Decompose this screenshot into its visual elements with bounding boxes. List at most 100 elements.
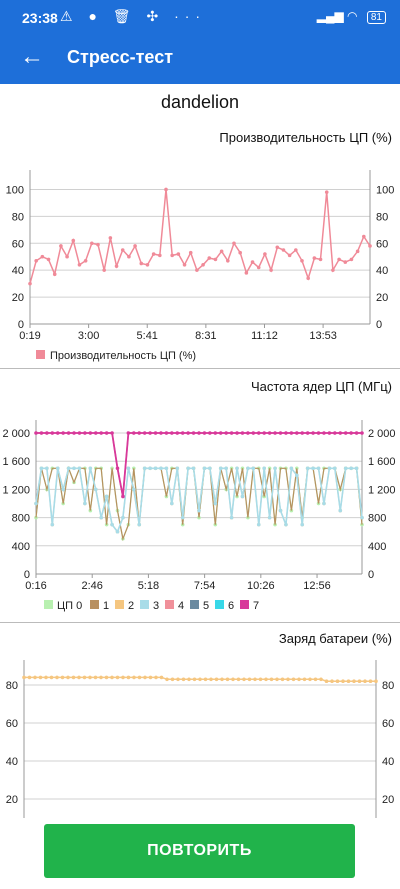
battery-series-point [126,675,131,680]
cpu7-series-point [164,431,169,435]
battery-series-point [302,677,307,682]
cpu7-series-point [316,431,321,435]
battery-series-point [27,675,32,680]
cpu3-series-point [300,522,305,527]
battery-series-point [93,675,98,680]
cpu3-series-point [197,508,201,513]
y-tick-label: 20 [12,292,24,304]
battery-series-point [132,675,136,680]
cpu-perf-series-point [355,249,360,254]
cpu3-series [35,466,363,534]
cpu3-series-point [316,466,321,471]
cpu-perf-series-point [226,258,230,263]
battery-series-point [247,677,252,682]
battery-series-point [121,675,125,680]
battery-series-point [38,675,43,680]
cpu-perf-series-point [151,252,156,256]
battery-series-point [77,675,81,680]
battery-series-point [242,677,246,682]
battery-series-point [55,675,59,680]
battery-series-point [44,675,48,680]
cpu7-series-point [126,431,131,435]
battery-series-point [143,675,147,680]
cpu-perf-series-point [188,250,193,255]
cpu-perf-series-point [182,263,187,267]
divider [0,622,400,623]
cpu3-series-point [262,466,267,471]
y-tick-label-right: 40 [382,756,394,768]
cpu-perf-series-point [145,263,150,267]
y-tick-label-right: 40 [376,265,388,277]
x-tick-label: 0:19 [19,330,40,342]
cpu-perf-series-point [127,254,131,259]
cpu3-series-point [34,501,38,506]
cpu4-series [36,432,362,497]
wifi-icon: ◠ [347,9,358,23]
cpu-perf-series [29,189,371,284]
cpu3-series-point [66,466,71,471]
x-tick-label: 2:46 [81,580,102,592]
y-tick-label: 40 [12,265,24,277]
cpu-perf-series-point [343,260,348,264]
cpu-perf-series-point [368,244,372,248]
battery-series-point [71,675,76,680]
cpu3-series-point [256,522,261,527]
battery-series-point [297,677,301,682]
cpu-perf-series-point [238,250,242,255]
cpu-perf-series-point [40,254,45,259]
cpu-perf-series-point [287,253,292,258]
cpu-perf-series-point [269,268,273,272]
cpu3-series-point [93,487,98,492]
cpu-perf-series-point [207,256,212,260]
device-name: dandelion [160,92,240,112]
cpu7-series-point [121,494,125,499]
battery-series-point [352,679,356,683]
cpu7-series-point [213,431,218,435]
cpu7-series-point [267,431,272,435]
cpu-perf-series-point [83,258,88,263]
cpu7-series-point [99,431,103,435]
cpu-perf-series-point [28,281,32,286]
repeat-button[interactable]: ПОВТОРИТЬ [44,824,355,878]
battery-series-point [181,677,186,682]
cpu3-series-point [50,522,55,527]
battery-series-point [346,679,351,683]
battery-series-point [275,677,279,682]
cpu7-series-point [132,431,136,435]
battery-title: Заряд батареи (%) [278,631,392,646]
cpu7-series-point [322,431,326,435]
divider [0,368,400,369]
cpu-perf-series-point [120,248,125,252]
cpu3-series-point [159,466,163,471]
cpu-perf-series-point [195,268,199,272]
cpu7-series-point [137,431,142,435]
y-tick-label-right: 0 [376,319,382,331]
cpu7-series-point [354,431,359,435]
cpu7-series [36,432,362,497]
cpu3-series-point [284,522,288,527]
back-arrow-icon[interactable]: ← [20,43,44,70]
battery-series-point [324,679,329,683]
cpu-perf-series-point [34,258,38,263]
cpu7-series-point [333,431,337,435]
battery-series-point [82,675,87,680]
cpu3-series-point [83,501,87,506]
x-tick-label: 13:53 [309,330,337,342]
cpu7-series-point [170,431,174,435]
cpu3-series-point [180,515,185,520]
cpu3-series-point [175,466,180,471]
cpu0-series-point [34,515,38,520]
cpu-perf-series-point [294,248,298,252]
battery-series-point [313,677,318,682]
cpu3-series-point [311,466,315,471]
legend-swatch-5 [190,600,199,609]
cpu-perf-series-point [52,272,57,277]
cpu-perf-series-point [337,257,341,262]
y-tick-label: 60 [12,238,24,250]
signal-icon: ▂▄▆ [316,9,344,23]
battery-series-point [363,679,367,683]
cpu3-series-point [267,515,272,520]
battery-series-point [335,679,340,683]
battery-series-point [368,679,373,683]
cpu-perf-series-point [213,257,218,262]
